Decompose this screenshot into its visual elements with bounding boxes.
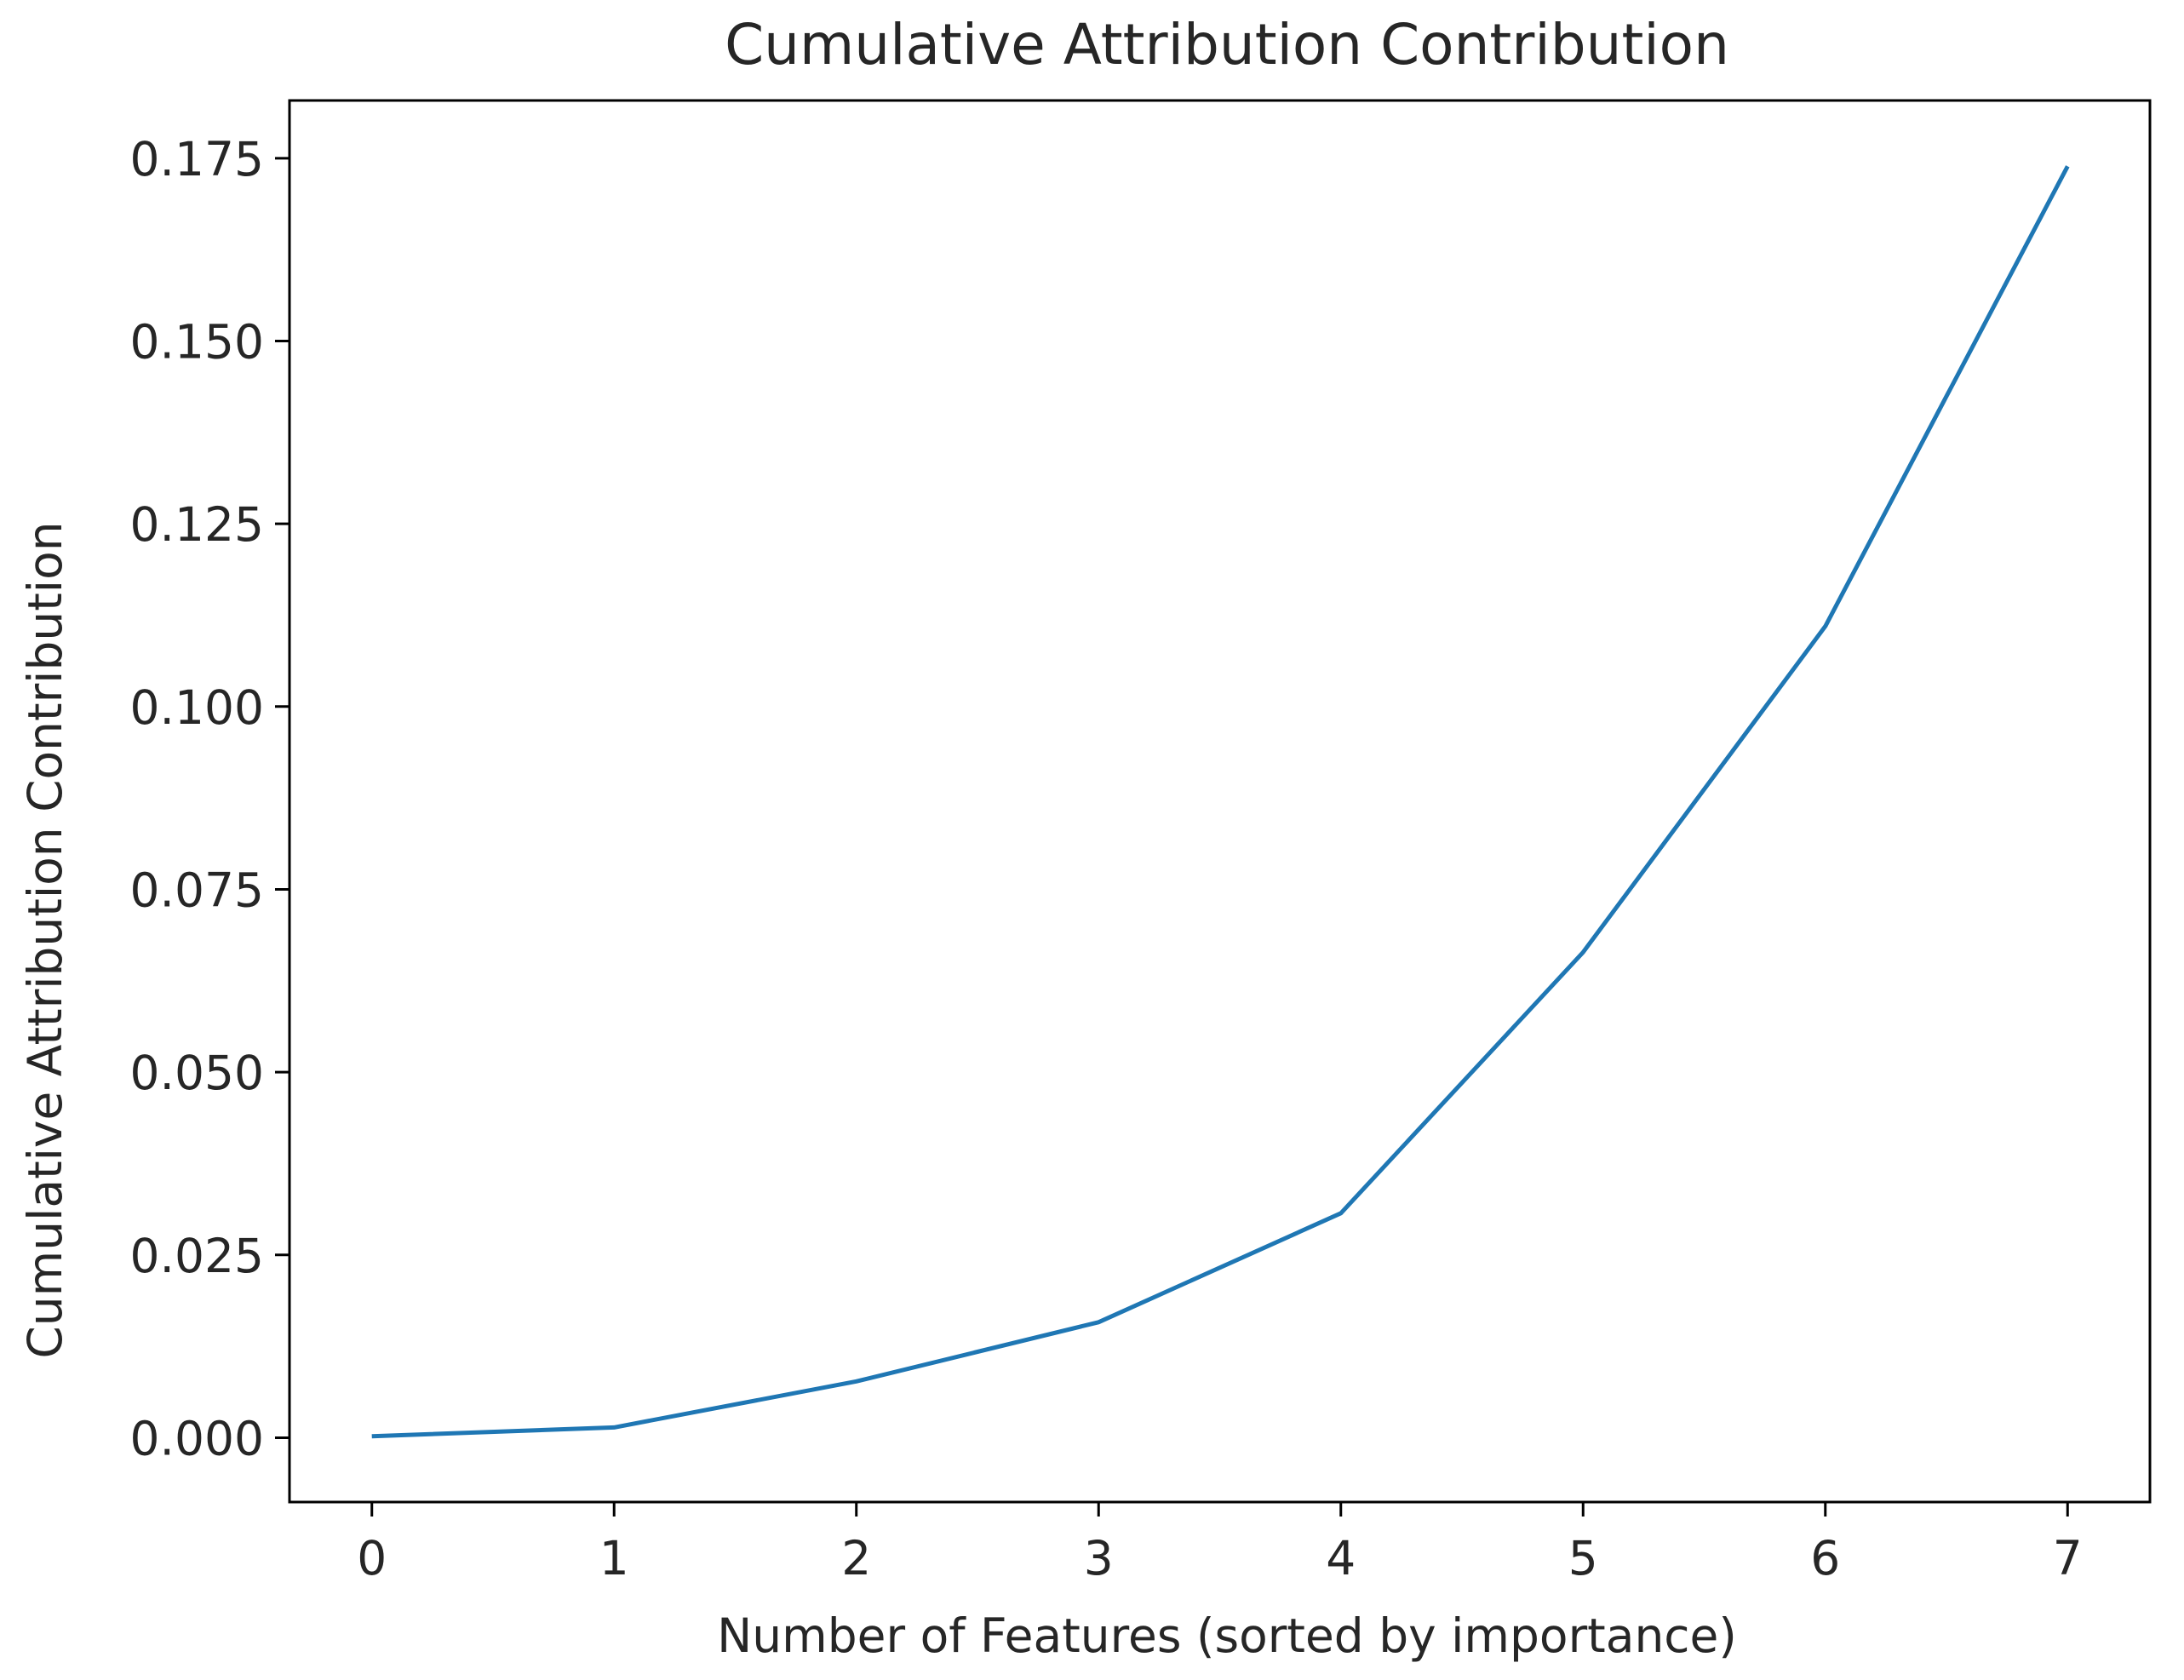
- x-tick-label: 5: [1568, 1531, 1598, 1585]
- series-line: [371, 165, 2070, 1439]
- x-tick-label: 1: [599, 1531, 629, 1585]
- x-tick-label: 6: [1810, 1531, 1840, 1585]
- y-tick-label: 0.000: [130, 1411, 264, 1465]
- axes-frame: [288, 99, 2152, 1504]
- x-tick-label: 4: [1326, 1531, 1356, 1585]
- x-tick-label: 7: [2053, 1531, 2083, 1585]
- y-tick-label: 0.075: [130, 863, 264, 917]
- y-tick-label: 0.175: [130, 132, 264, 186]
- plot-area: 0 1 2 3 4 5 6 7 0.000 0.025 0.050 0.075 0.100 0.125 0.…: [130, 99, 2152, 1585]
- x-tick-label: 0: [357, 1531, 387, 1585]
- y-tick-label: 0.050: [130, 1046, 264, 1100]
- x-tick-label: 2: [841, 1531, 871, 1585]
- y-tick-label: 0.125: [130, 497, 264, 552]
- x-tick-label: 3: [1084, 1531, 1114, 1585]
- chart-title: Cumulative Attribution Contribution: [725, 12, 1729, 77]
- y-tick-label: 0.025: [130, 1229, 264, 1283]
- y-tick-label: 0.150: [130, 314, 264, 369]
- y-axis-label: Cumulative Attribution Contribution: [18, 521, 72, 1358]
- x-axis-label: Number of Features (sorted by importance…: [717, 1608, 1737, 1663]
- y-tick-label: 0.100: [130, 680, 264, 735]
